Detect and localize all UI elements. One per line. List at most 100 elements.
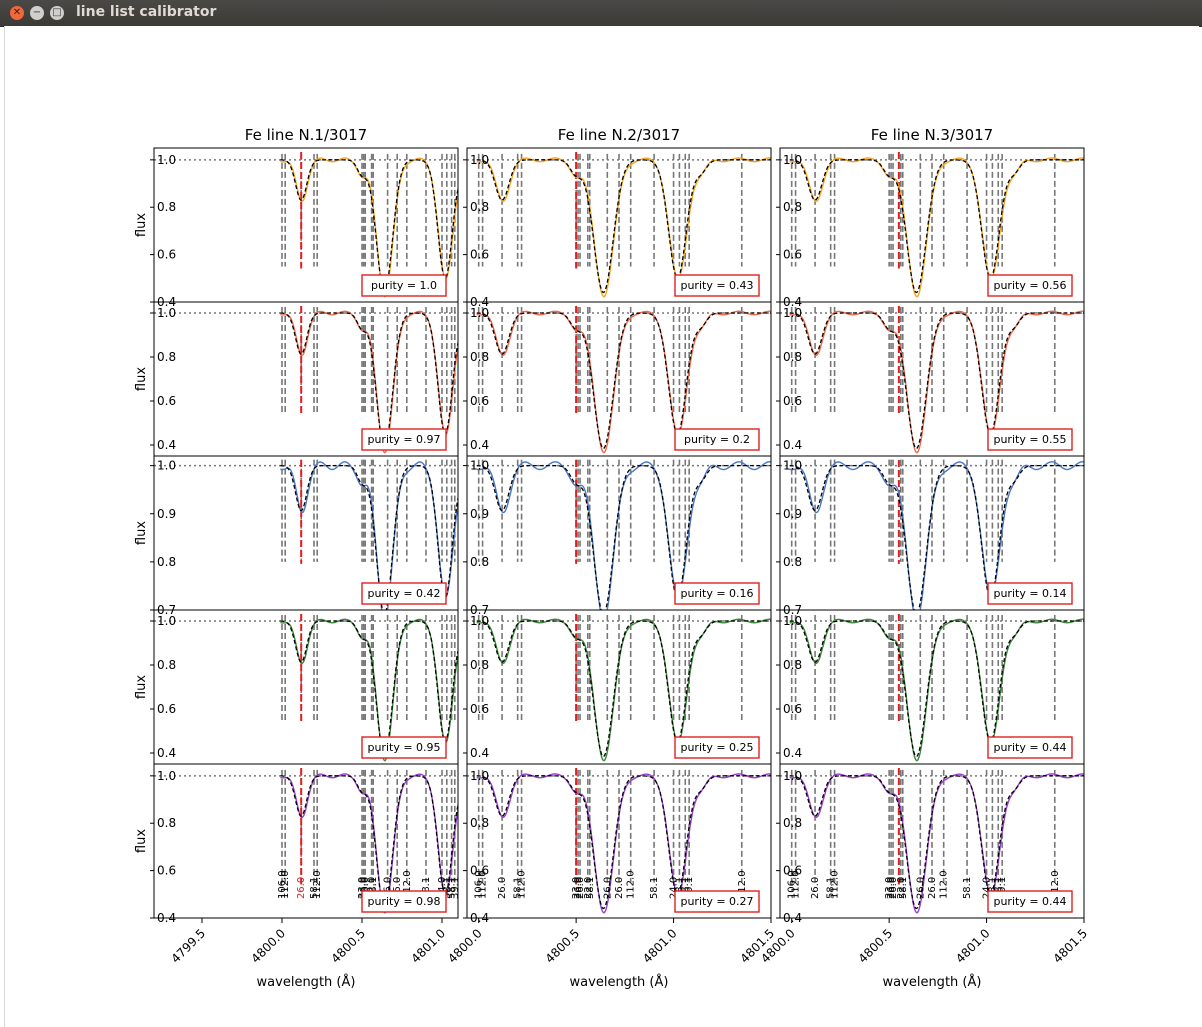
close-icon[interactable]: ✕ — [10, 6, 24, 20]
y-tick-label: 0.8 — [157, 816, 176, 830]
panel-r4-c2: 0.4 0.6 0.8 1.0 purity = 0.25 — [463, 609, 772, 765]
line-species-label: 106.0 — [474, 870, 485, 899]
figure-svg: Fe line N.1/3017 0.4 0.6 0.8 1.0 purity = 1.0… — [134, 126, 1090, 990]
line-species-label: 112.0 — [280, 870, 291, 899]
y-tick-label: 0.4 — [783, 911, 802, 925]
purity-label: purity = 0.55 — [993, 433, 1066, 446]
y-tick-label: 1.0 — [157, 614, 176, 628]
line-species-label: 106.0 — [787, 870, 798, 899]
maximize-icon[interactable]: □ — [50, 6, 64, 20]
y-tick-label: 0.4 — [470, 746, 489, 760]
x-axis-label: wavelength (Å) — [570, 974, 669, 990]
y-tick-label: 0.8 — [157, 350, 176, 364]
line-species-label: 58.1 — [442, 877, 453, 899]
panel-plot-area — [780, 152, 1084, 298]
panel-plot-area — [467, 614, 771, 762]
purity-box — [674, 582, 760, 605]
line-species-label: 112.0 — [1050, 870, 1061, 899]
panel-plot-area — [154, 306, 458, 454]
line-species-label: 39.1 — [997, 877, 1008, 899]
y-tick-label: 0.8 — [470, 555, 489, 569]
x-tick-label: 4800.5 — [856, 926, 896, 966]
y-tick-label: 0.8 — [157, 658, 176, 672]
y-tick-label: 0.8 — [783, 555, 802, 569]
line-species-label: 58.1 — [649, 877, 660, 899]
panel-r4-c3: 0.4 0.6 0.8 1.0 purity = 0.44 — [776, 609, 1085, 765]
y-tick-label: 0.6 — [157, 702, 176, 716]
y-axis-label: flux — [134, 829, 149, 853]
y-tick-label: 0.8 — [470, 200, 489, 214]
line-species-label: 26.0 — [575, 877, 586, 899]
y-tick-label: 0.8 — [157, 555, 176, 569]
line-species-label: 26.0 — [296, 877, 307, 899]
y-tick-label: 0.4 — [470, 911, 489, 925]
y-tick-label: 0.4 — [470, 438, 489, 452]
line-species-label: 24.0 — [669, 877, 680, 899]
line-species-label: 112.0 — [791, 870, 802, 899]
purity-box — [674, 428, 760, 451]
line-species-label: 112.0 — [737, 870, 748, 899]
line-species-label: 22.0 — [896, 877, 907, 899]
panel-frame — [466, 763, 772, 919]
panel-plot-area — [154, 614, 458, 762]
y-tick-label: 1.0 — [470, 459, 489, 473]
y-tick-label: 0.8 — [783, 350, 802, 364]
line-species-label: 112.0 — [312, 870, 323, 899]
y-tick-label: 0.6 — [783, 864, 802, 878]
purity-label: purity = 0.44 — [993, 741, 1066, 754]
panel-plot-area — [780, 459, 1084, 610]
line-species-label: 112.0 — [830, 870, 841, 899]
line-species-label: 39.1 — [450, 877, 461, 899]
purity-box — [674, 274, 760, 297]
panel-frame — [153, 763, 459, 919]
y-tick-label: 0.6 — [157, 394, 176, 408]
line-species-label: 106.0 — [277, 870, 288, 899]
y-tick-label: 0.6 — [157, 864, 176, 878]
panel-plot-area — [467, 306, 771, 454]
column-title-1: Fe line N.1/3017 — [245, 126, 367, 144]
y-tick-label: 0.9 — [157, 507, 176, 521]
purity-box — [361, 274, 447, 297]
y-tick-label: 0.8 — [783, 658, 802, 672]
line-species-label: 58.1 — [585, 877, 596, 899]
line-species-label: 112.0 — [478, 870, 489, 899]
line-species-label: 23.0 — [884, 877, 895, 899]
y-tick-label: 1.0 — [157, 459, 176, 473]
column-title-2: Fe line N.2/3017 — [558, 126, 680, 144]
purity-label: purity = 0.56 — [993, 279, 1066, 292]
purity-label: purity = 0.2 — [684, 433, 750, 446]
y-tick-label: 1.0 — [783, 459, 802, 473]
y-tick-label: 0.8 — [470, 658, 489, 672]
minimize-icon[interactable]: − — [30, 6, 44, 20]
model-spectrum-line — [789, 464, 1084, 610]
purity-box — [361, 890, 447, 913]
window-title: line list calibrator — [76, 4, 217, 20]
panel-plot-area — [467, 459, 771, 610]
y-tick-label: 0.6 — [783, 248, 802, 262]
y-tick-label: 0.6 — [157, 248, 176, 262]
y-tick-label: 1.0 — [157, 306, 176, 320]
y-tick-label: 0.9 — [470, 507, 489, 521]
purity-label: purity = 1.0 — [371, 279, 437, 292]
y-tick-label: 0.4 — [783, 438, 802, 452]
y-tick-label: 1.0 — [783, 769, 802, 783]
line-species-label: 58.1 — [826, 877, 837, 899]
panel-r2-c3: 0.4 0.6 0.8 1.0 purity = 0.55 — [776, 301, 1085, 457]
line-species-label: 26.0 — [810, 877, 821, 899]
y-axis-label: flux — [134, 367, 149, 391]
y-tick-label: 1.0 — [783, 153, 802, 167]
line-species-label: 39.1 — [684, 877, 695, 899]
line-species-label: 58.1 — [898, 877, 909, 899]
panel-plot-area — [154, 152, 458, 298]
y-tick-label: 0.6 — [470, 248, 489, 262]
